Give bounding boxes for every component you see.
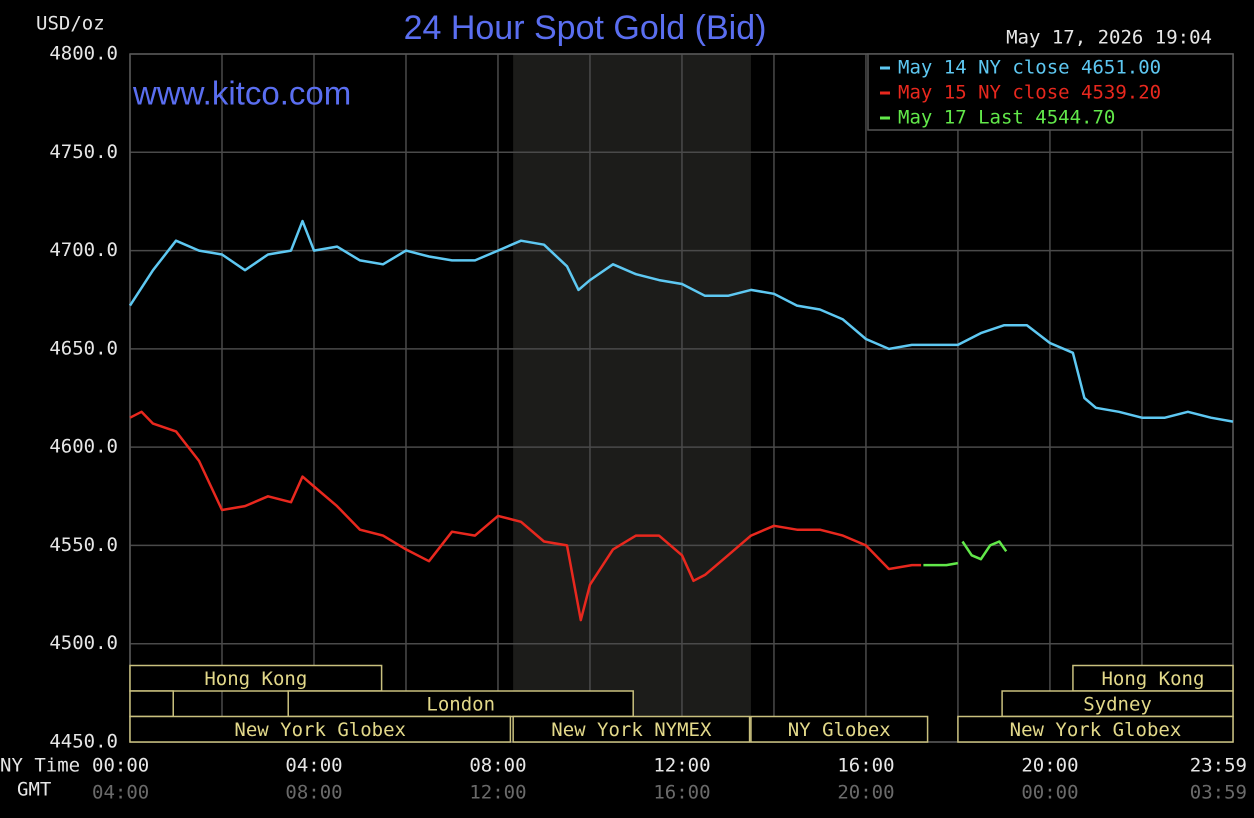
session-box bbox=[512, 715, 751, 743]
chart-title: 24 Hour Spot Gold (Bid) bbox=[404, 9, 767, 47]
x-tick-label: 08:00 bbox=[469, 755, 526, 777]
x-tick-label: 16:00 bbox=[837, 755, 894, 777]
session-box bbox=[287, 690, 634, 718]
session-label: New York Globex bbox=[1010, 719, 1182, 741]
session-box bbox=[1072, 664, 1234, 692]
session-label: Hong Kong bbox=[1101, 668, 1204, 690]
unit-label: USD/oz bbox=[36, 13, 105, 35]
y-tick-label: 4450.0 bbox=[49, 731, 118, 753]
shaded-region bbox=[513, 54, 751, 742]
gmt-tick-label: 08:00 bbox=[285, 782, 342, 804]
series-line bbox=[923, 540, 1008, 567]
y-tick-label: 4700.0 bbox=[49, 239, 118, 261]
x-tick-label: 23:59 bbox=[1190, 755, 1247, 777]
session-box bbox=[750, 715, 929, 743]
y-tick-label: 4750.0 bbox=[49, 141, 118, 163]
session-label: London bbox=[426, 693, 495, 715]
gmt-tick-label: 12:00 bbox=[469, 782, 526, 804]
session-box bbox=[129, 664, 383, 692]
gmt-tick-label: 20:00 bbox=[837, 782, 894, 804]
x-tick-label: 20:00 bbox=[1021, 755, 1078, 777]
y-tick-label: 4600.0 bbox=[49, 436, 118, 458]
y-tick-label: 4500.0 bbox=[49, 632, 118, 654]
gmt-tick-label: 03:59 bbox=[1190, 782, 1247, 804]
session-box bbox=[129, 715, 512, 743]
session-box bbox=[1001, 690, 1234, 718]
series-line bbox=[128, 219, 1234, 423]
series-line bbox=[129, 410, 922, 622]
session-label: NY Globex bbox=[788, 719, 891, 741]
session-box bbox=[957, 715, 1234, 743]
x2-axis-label: GMT bbox=[17, 779, 51, 801]
y-tick-label: 4550.0 bbox=[49, 534, 118, 556]
legend-label: May 15 NY close 4539.20 bbox=[898, 82, 1161, 104]
legend-box bbox=[867, 53, 1234, 131]
session-label: Sydney bbox=[1083, 693, 1152, 715]
gmt-tick-label: 00:00 bbox=[1021, 782, 1078, 804]
session-label: Hong Kong bbox=[204, 668, 307, 690]
timestamp: May 17, 2026 19:04 bbox=[1006, 27, 1212, 49]
watermark: www.kitco.com bbox=[132, 75, 351, 112]
session-box bbox=[129, 690, 174, 718]
gmt-tick-label: 16:00 bbox=[653, 782, 710, 804]
x-tick-label: 00:00 bbox=[92, 755, 149, 777]
y-tick-label: 4650.0 bbox=[49, 337, 118, 359]
y-tick-label: 4800.0 bbox=[49, 43, 118, 65]
session-label: New York Globex bbox=[234, 719, 406, 741]
legend-label: May 17 Last 4544.70 bbox=[898, 107, 1115, 129]
x-tick-label: 04:00 bbox=[285, 755, 342, 777]
legend-label: May 14 NY close 4651.00 bbox=[898, 57, 1161, 79]
x-axis-label: NY Time bbox=[0, 755, 80, 777]
x-tick-label: 12:00 bbox=[653, 755, 710, 777]
legend: May 14 NY close 4651.00 May 15 NY close 4… bbox=[867, 53, 1234, 131]
plot-layer: Hong Kong Hong Kong London Sydney New York G… bbox=[128, 53, 1234, 743]
session-label: New York NYMEX bbox=[551, 719, 712, 741]
gmt-tick-label: 04:00 bbox=[92, 782, 149, 804]
